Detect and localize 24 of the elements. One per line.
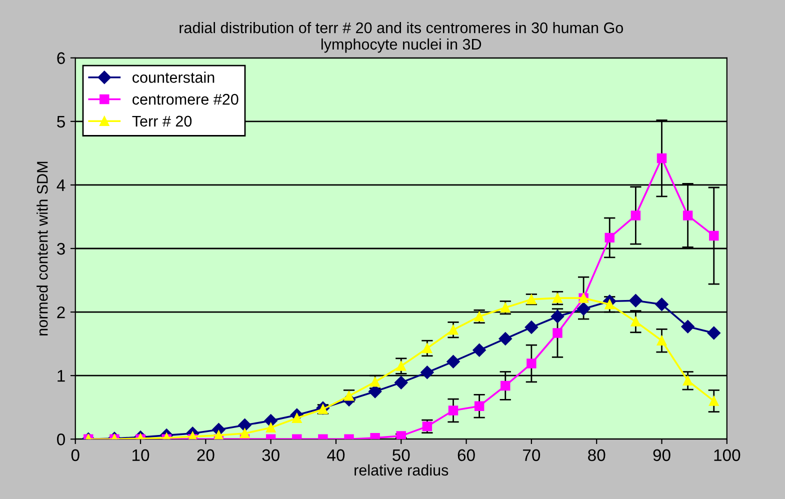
x-axis-title: relative radius [354, 464, 448, 476]
x-tick-label: 100 [714, 449, 740, 462]
x-tick-label: 30 [262, 449, 280, 462]
y-tick-label: 2 [57, 306, 65, 318]
x-tick-label: 20 [197, 449, 214, 462]
y-tick-label: 5 [57, 116, 65, 128]
x-tick-label: 70 [523, 449, 540, 462]
y-tick-label: 0 [57, 434, 65, 446]
x-tick-label: 50 [392, 449, 410, 462]
x-tick-label: 60 [458, 449, 475, 462]
y-axis-title: normed content with SDM [36, 162, 48, 336]
legend-label: centromere #20 [132, 94, 238, 105]
x-tick-label: 10 [132, 449, 150, 462]
chart-title: radial distribution of terr # 20 and its centromeres in 30 human Go lymphocyte nuclei in 3D [180, 22, 624, 53]
x-tick-label: 90 [653, 449, 670, 462]
x-tick-label: 80 [588, 449, 606, 462]
y-tick-label: 1 [58, 370, 65, 382]
legend-label: Terr # 20 [132, 116, 192, 127]
x-tick-label: 0 [71, 449, 80, 462]
y-tick-label: 6 [57, 52, 65, 64]
y-tick-label: 4 [56, 180, 66, 191]
y-tick-label: 3 [57, 242, 65, 255]
legend-label: counterstain [132, 72, 214, 83]
x-tick-label: 40 [327, 449, 345, 462]
